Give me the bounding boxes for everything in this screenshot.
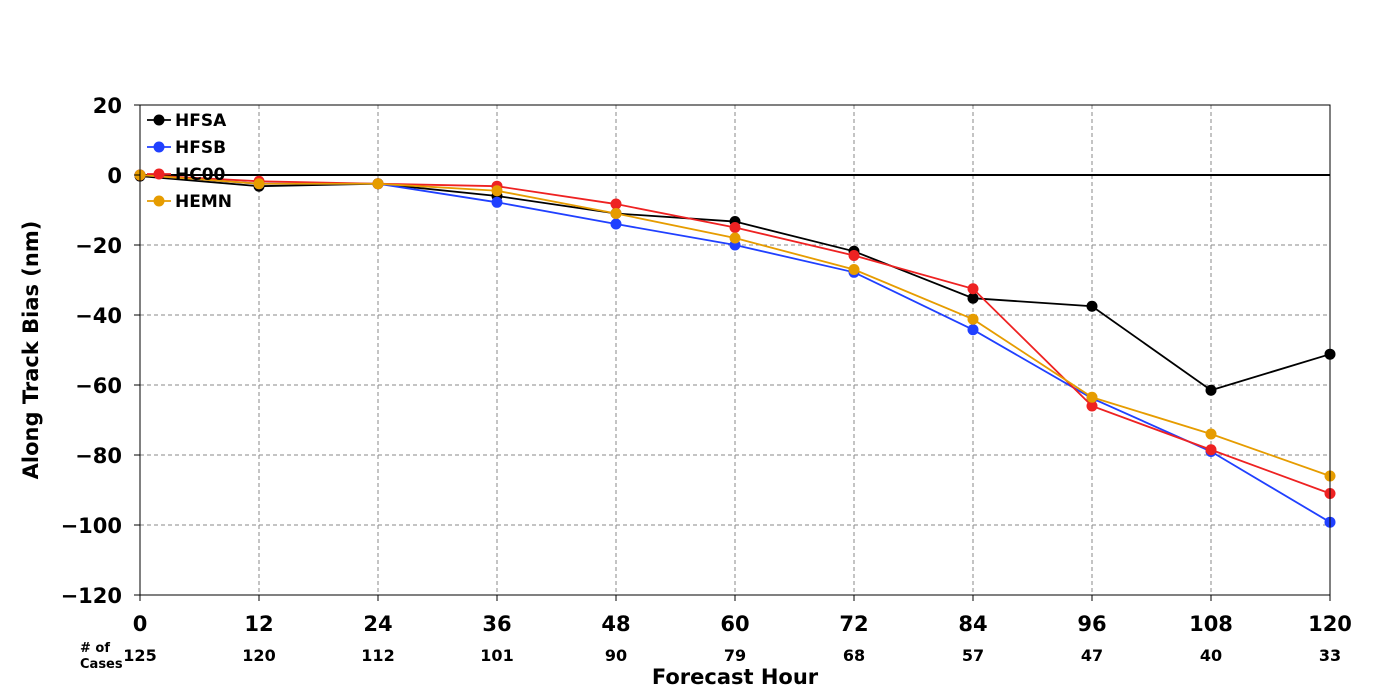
x-axis-label: Forecast Hour	[652, 665, 819, 689]
legend-label: HFSB	[175, 138, 226, 158]
data-point-hemn	[729, 232, 741, 244]
legend-entry-hemn: HEMN	[147, 192, 232, 212]
x-tick-label: 72	[839, 612, 868, 636]
case-count: 120	[242, 646, 275, 665]
legend-entry-hfsa: HFSA	[147, 111, 227, 131]
case-counts: 125 120 112 101 90 79 68 57 47 40 33	[123, 646, 1341, 665]
y-tick-label: 20	[93, 94, 122, 118]
x-tick-label: 120	[1308, 612, 1352, 636]
y-tick-label: −40	[75, 304, 122, 328]
case-count: 33	[1319, 646, 1341, 665]
case-count: 79	[724, 646, 746, 665]
y-tick-label: 0	[107, 164, 122, 188]
data-point-hemn	[253, 178, 265, 190]
data-point-hfsb	[967, 324, 979, 336]
data-point-hfsa	[967, 292, 979, 304]
case-count: 40	[1200, 646, 1222, 665]
legend-label: HEMN	[175, 192, 232, 212]
data-point-hemn	[491, 185, 503, 197]
cases-label-line-2: Cases	[80, 657, 123, 672]
data-point-hemn	[610, 208, 622, 219]
data-point-hemn	[1086, 391, 1098, 403]
y-axis-label: Along Track Bias (nm)	[19, 221, 43, 480]
data-point-hc00	[1086, 400, 1098, 412]
data-point-hc00	[610, 198, 622, 210]
data-point-hfsb	[610, 218, 622, 230]
cases-label: # of Cases	[80, 641, 123, 672]
legend-swatch-marker	[153, 141, 165, 153]
x-tick-label: 24	[363, 612, 392, 636]
data-point-hemn	[1205, 428, 1217, 440]
grid-lines	[140, 105, 1330, 595]
legend: HFSA HFSB HC00 HEMN	[147, 111, 232, 212]
data-point-hemn	[848, 264, 860, 275]
data-point-hemn	[967, 313, 979, 325]
y-tick-label: −80	[75, 444, 122, 468]
case-count: 57	[962, 646, 984, 665]
legend-swatch-marker	[153, 114, 165, 126]
case-count: 90	[605, 646, 627, 665]
x-tick-label: 96	[1077, 612, 1106, 636]
legend-label: HFSA	[175, 111, 227, 131]
legend-swatch-marker	[153, 195, 165, 207]
data-point-hfsb	[491, 196, 503, 208]
x-tick-label: 36	[482, 612, 511, 636]
series-hemn	[134, 169, 1336, 482]
data-point-hc00	[967, 283, 979, 295]
case-count: 68	[843, 646, 865, 665]
case-count: 125	[123, 646, 156, 665]
legend-entry-hc00: HC00	[147, 165, 226, 185]
x-tick-label: 48	[601, 612, 630, 636]
y-tick-label: −120	[61, 584, 122, 608]
data-point-hfsa	[1205, 384, 1217, 396]
y-tick-label: −60	[75, 374, 122, 398]
y-tick-label: −20	[75, 234, 122, 258]
case-count: 47	[1081, 646, 1103, 665]
x-tick-label: 60	[720, 612, 749, 636]
x-tick-labels: 0 12 24 36 48 60 72 84 96 108 120	[133, 595, 1352, 636]
legend-label: HC00	[175, 165, 226, 185]
data-point-hemn	[372, 178, 384, 190]
x-tick-label: 0	[133, 612, 148, 636]
data-point-hc00	[729, 222, 741, 233]
y-tick-label: −100	[61, 514, 122, 538]
legend-swatch-marker	[153, 168, 165, 180]
series-lines	[134, 169, 1336, 528]
x-tick-label: 108	[1189, 612, 1233, 636]
y-tick-labels: 20 0 −20 −40 −60 −80 −100 −120	[61, 94, 140, 608]
data-point-hc00	[848, 250, 860, 261]
x-tick-label: 12	[244, 612, 273, 636]
x-tick-label: 84	[958, 612, 987, 636]
legend-entry-hfsb: HFSB	[147, 138, 226, 158]
data-point-hfsa	[1086, 300, 1098, 312]
case-count: 101	[480, 646, 513, 665]
case-count: 112	[361, 646, 394, 665]
cases-label-line-1: # of	[80, 641, 110, 656]
data-point-hc00	[1205, 444, 1217, 456]
